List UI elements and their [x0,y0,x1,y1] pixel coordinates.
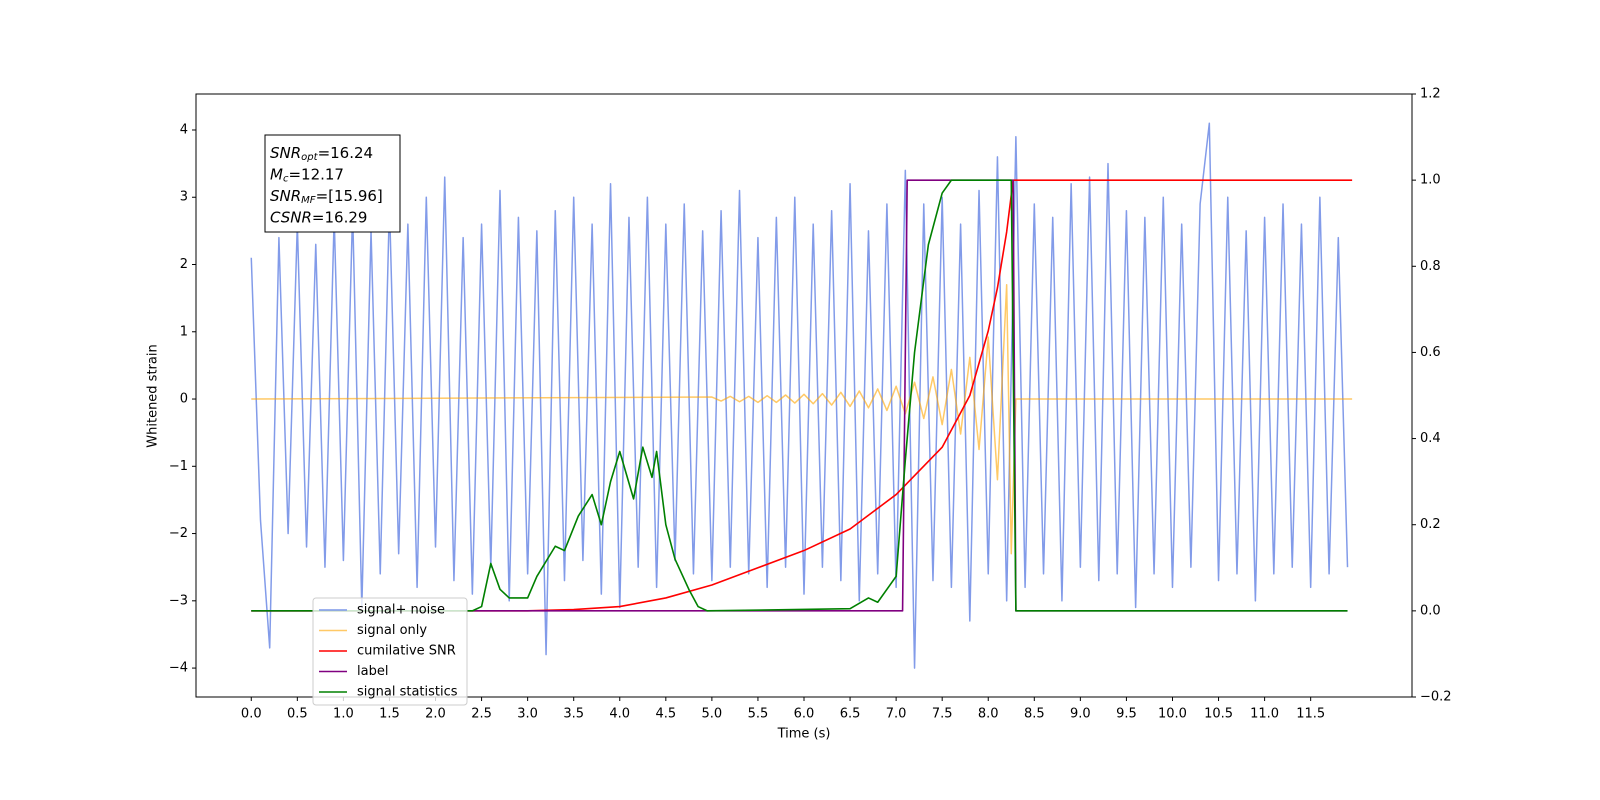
series-line [251,179,1353,612]
annotation-main: SNR [270,144,301,162]
x-tick-label: 10.0 [1158,707,1187,722]
series-line [251,179,1348,612]
x-tick-label: 6.0 [794,707,815,722]
x-tick-label: 5.0 [702,707,723,722]
annotation: SNRMF=[15.96] [270,187,383,207]
x-tick-label: 10.5 [1204,707,1233,722]
legend-label: signal+ noise [357,603,445,618]
x-tick-label: 11.0 [1250,707,1279,722]
legend: signal+ noise signal only cumilative SNR la… [312,597,468,706]
y-tick-label: 3 [180,190,188,205]
annotation-value: =[15.96] [316,187,383,205]
legend-label: signal statistics [357,685,458,700]
x-tick-label: 4.0 [609,707,630,722]
y-tick-label: −4 [169,661,188,676]
series-line [251,283,1353,555]
x-tick-label: 7.0 [886,707,907,722]
y-tick-label: −2 [169,526,188,541]
annotation: Mc=12.17 [270,165,344,185]
x-tick-label: 7.5 [932,707,953,722]
y2-tick-label: 1.2 [1420,87,1441,102]
y2-tick-label: 0.2 [1420,517,1441,532]
legend-label: cumilative SNR [357,644,456,659]
y-tick-label: 1 [180,324,188,339]
x-tick-label: 5.5 [748,707,769,722]
annotation-main: SNR [270,187,301,205]
annotation-sub: MF [301,195,316,206]
y2-tick-label: 0.0 [1420,603,1441,618]
x-tick-label: 2.0 [425,707,446,722]
legend-frame [312,597,468,706]
x-tick-label: 1.0 [333,707,354,722]
x-tick-label: 3.5 [563,707,584,722]
x-tick-label: 9.5 [1116,707,1137,722]
y2-tick-label: 0.6 [1420,345,1441,360]
x-tick-label: 1.5 [379,707,400,722]
x-tick-label: 4.5 [655,707,676,722]
legend-label: signal only [357,623,427,638]
x-axis-label: Time (s) [777,727,831,742]
annotation-frame [264,134,401,233]
y2-tick-label: −0.2 [1420,690,1452,705]
legend-label: label [357,664,388,679]
y-tick-label: 4 [180,122,188,137]
y-axis-label: Whitened strain [146,344,161,447]
annotation-value: =12.17 [288,165,344,183]
x-tick-label: 8.5 [1024,707,1045,722]
annotation-box: SNRopt=16.24Mc=12.17SNRMF=[15.96]CSNR=16… [264,134,401,233]
annotation-main: CSNR [270,208,312,226]
y-tick-label: −1 [169,459,188,474]
y-tick-label: 2 [180,257,188,272]
x-tick-label: 6.5 [840,707,861,722]
x-tick-label: 9.0 [1070,707,1091,722]
x-tick-label: 3.0 [517,707,538,722]
plot-area [250,122,1353,669]
x-tick-label: 11.5 [1296,707,1325,722]
x-tick-label: 2.5 [471,707,492,722]
series-line [250,122,1349,669]
annotation: SNRopt=16.24 [270,144,373,164]
annotation-sub: opt [301,152,318,163]
y2-tick-label: 1.0 [1420,173,1441,188]
x-tick-label: 0.5 [287,707,308,722]
annotation-sub: c [283,174,289,185]
annotation-value: =16.24 [318,144,374,162]
annotation-main: M [270,165,283,183]
x-tick-label: 8.0 [978,707,999,722]
annotation-value: =16.29 [312,208,368,226]
y-tick-label: 0 [180,392,188,407]
x-tick-label: 0.0 [241,707,262,722]
y2-tick-label: 0.8 [1420,259,1441,274]
annotation: CSNR=16.29 [270,208,367,226]
y2-tick-label: 0.4 [1420,431,1441,446]
y-tick-label: −3 [169,593,188,608]
